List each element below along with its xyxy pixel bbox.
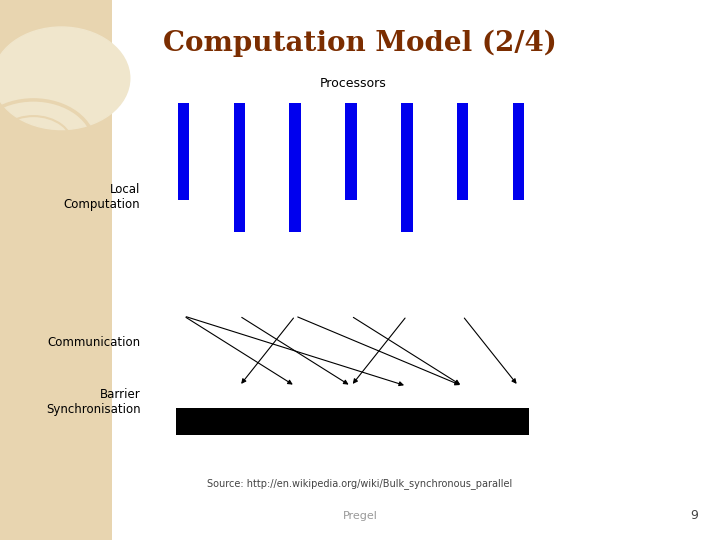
Circle shape — [0, 27, 130, 130]
Text: Computation Model (2/4): Computation Model (2/4) — [163, 30, 557, 57]
Text: Local
Computation: Local Computation — [64, 183, 140, 211]
Text: Communication: Communication — [48, 336, 140, 349]
Text: 9: 9 — [690, 509, 698, 522]
Text: Source: http://en.wikipedia.org/wiki/Bulk_synchronous_parallel: Source: http://en.wikipedia.org/wiki/Bul… — [207, 478, 513, 489]
Bar — [233, 103, 245, 232]
Bar — [112, 0, 720, 540]
Bar — [289, 103, 301, 232]
Bar — [346, 103, 357, 200]
Bar — [176, 408, 529, 435]
Text: Pregel: Pregel — [343, 511, 377, 521]
Text: Barrier
Synchronisation: Barrier Synchronisation — [46, 388, 140, 416]
Bar — [513, 103, 524, 200]
Bar — [401, 103, 413, 232]
Bar — [0, 0, 112, 540]
Bar — [178, 103, 189, 200]
Bar — [456, 103, 469, 200]
Text: Processors: Processors — [320, 77, 386, 90]
